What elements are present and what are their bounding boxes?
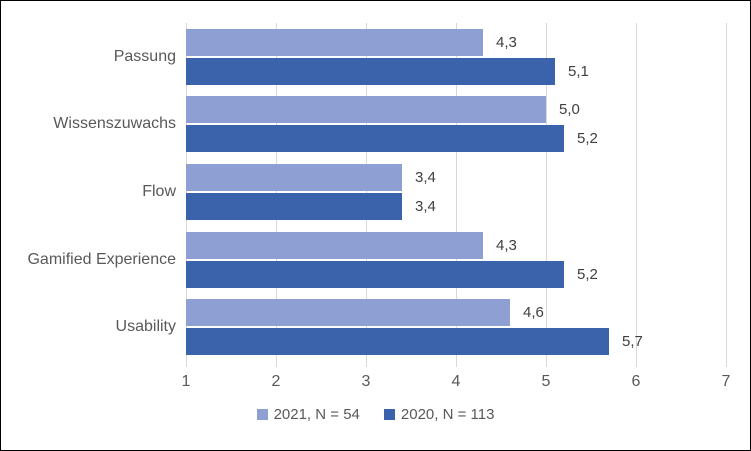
bar-2021 — [186, 96, 546, 124]
legend-label: 2021, N = 54 — [273, 406, 360, 423]
bar-2021 — [186, 28, 483, 56]
x-tick-label-6: 6 — [631, 373, 641, 390]
x-tick-label-1: 1 — [181, 373, 191, 390]
value-label: 5,7 — [622, 333, 643, 351]
bar-2021 — [186, 299, 510, 327]
bar-2021 — [186, 231, 483, 259]
category-label: Gamified Experience — [27, 250, 176, 268]
category-label: Passung — [113, 47, 176, 65]
category-label: Wissenszuwachs — [53, 115, 176, 133]
category-label: Usability — [115, 318, 176, 336]
gridline-x-4 — [456, 23, 457, 367]
value-label: 5,0 — [559, 101, 580, 119]
legend-swatch-icon — [383, 409, 395, 420]
bar-2020 — [186, 328, 609, 356]
value-label: 5,1 — [568, 62, 589, 80]
bar-2021 — [186, 164, 402, 191]
x-tick-label-3: 3 — [361, 373, 371, 390]
legend-label: 2020, N = 113 — [400, 406, 495, 423]
value-label: 4,3 — [496, 236, 517, 254]
value-label: 5,2 — [577, 130, 598, 148]
x-tick-label-2: 2 — [271, 373, 281, 390]
value-label: 3,4 — [415, 198, 436, 215]
value-label: 3,4 — [415, 169, 436, 186]
bar-2020 — [186, 125, 564, 153]
category-label: Flow — [142, 183, 176, 200]
legend: 2021, N = 54 2020, N = 113 — [1, 406, 750, 423]
legend-item-2020: 2020, N = 113 — [383, 406, 495, 423]
gridline-x-7 — [726, 23, 727, 367]
x-tick-label-5: 5 — [541, 373, 551, 390]
x-tick-label-4: 4 — [451, 373, 461, 390]
value-label: 4,6 — [523, 304, 544, 322]
bar-2020 — [186, 260, 564, 288]
value-label: 4,3 — [496, 33, 517, 51]
gridline-x-6 — [636, 23, 637, 367]
bar-2020 — [186, 193, 402, 220]
value-label: 5,2 — [577, 265, 598, 283]
legend-swatch-icon — [256, 409, 268, 420]
gridline-x-5 — [546, 23, 547, 367]
legend-item-2021: 2021, N = 54 — [256, 406, 360, 423]
bar-2020 — [186, 57, 555, 85]
x-tick-label-7: 7 — [721, 373, 731, 390]
